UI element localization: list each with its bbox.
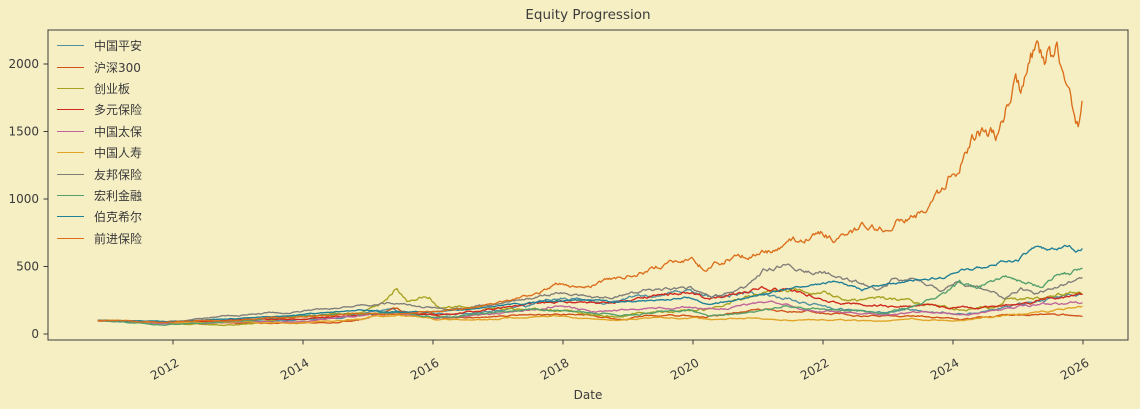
series-line-4 [97, 285, 1083, 323]
legend-item: 宏利金融 [57, 185, 142, 206]
legend-line-swatch [57, 194, 84, 196]
x-tick-label: 2022 [798, 355, 831, 382]
legend: 中国平安 沪深300 创业板 多元保险 中国太保 中国人寿 友邦保险 宏利金融 … [57, 35, 142, 249]
x-tick-label: 2026 [1058, 355, 1091, 382]
y-tick-label: 0 [31, 327, 39, 341]
legend-line-swatch [57, 87, 84, 89]
series-line-10 [97, 40, 1083, 324]
legend-line-swatch [57, 152, 84, 154]
chart-title: Equity Progression [525, 7, 651, 23]
legend-item: 中国平安 [57, 35, 142, 56]
legend-item: 中国太保 [57, 121, 142, 142]
legend-label: 多元保险 [94, 103, 143, 118]
legend-item: 前进保险 [57, 228, 142, 249]
legend-label: 沪深300 [94, 60, 141, 75]
legend-line-swatch [57, 216, 84, 218]
legend-line-swatch [57, 45, 84, 47]
legend-item: 中国人寿 [57, 142, 142, 163]
x-axis-label: Date [573, 388, 603, 402]
series-line-6 [97, 305, 1083, 325]
legend-label: 中国平安 [94, 39, 143, 54]
legend-line-swatch [57, 173, 84, 175]
legend-item: 友邦保险 [57, 163, 142, 184]
legend-label: 创业板 [94, 81, 131, 96]
legend-label: 宏利金融 [94, 188, 143, 203]
legend-line-swatch [57, 237, 84, 239]
legend-label: 中国人寿 [94, 146, 143, 161]
x-tick-label: 2020 [668, 355, 701, 382]
legend-label: 伯克希尔 [94, 210, 143, 225]
y-tick-label: 1500 [8, 125, 39, 139]
x-tick-label: 2024 [928, 355, 961, 382]
x-tick-label: 2014 [278, 355, 311, 382]
y-tick-label: 500 [16, 260, 39, 274]
x-tick-label: 2016 [408, 355, 441, 382]
legend-item: 创业板 [57, 78, 142, 99]
legend-label: 友邦保险 [94, 167, 143, 182]
legend-item: 伯克希尔 [57, 206, 142, 227]
legend-label: 中国太保 [94, 124, 143, 139]
x-tick-label: 2018 [538, 355, 571, 382]
legend-item: 沪深300 [57, 56, 142, 77]
x-tick-label: 2012 [148, 355, 181, 382]
series-line-5 [97, 300, 1083, 325]
y-tick-label: 1000 [8, 192, 39, 206]
legend-line-swatch [57, 109, 84, 111]
legend-item: 多元保险 [57, 99, 142, 120]
legend-line-swatch [57, 130, 84, 132]
axes-box [47, 29, 1129, 341]
y-tick-label: 2000 [8, 57, 39, 71]
legend-label: 前进保险 [94, 231, 143, 246]
series-line-9 [97, 244, 1083, 323]
legend-line-swatch [57, 66, 84, 68]
